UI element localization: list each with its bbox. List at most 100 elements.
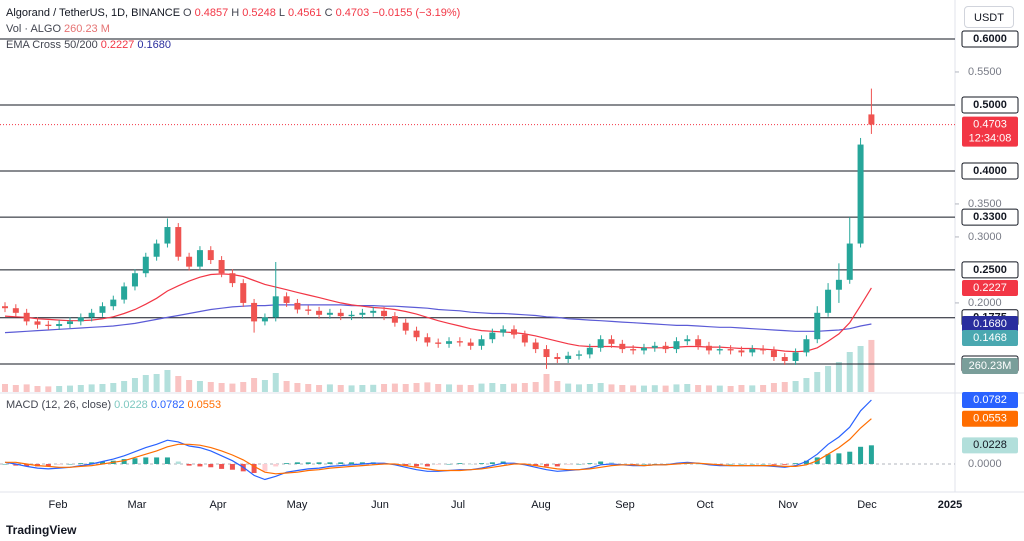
ohlc-value: 0.4857 bbox=[194, 7, 229, 19]
volume-bar bbox=[705, 385, 712, 392]
header-row: Algorand / TetherUS, 1D, BINANCE O 0.4857 H… bbox=[6, 7, 463, 19]
candle-body bbox=[88, 312, 95, 318]
volume-bar bbox=[695, 385, 702, 392]
histogram-bar bbox=[728, 463, 734, 465]
histogram-bar bbox=[359, 462, 365, 464]
candle-body bbox=[532, 342, 539, 350]
candle-body bbox=[240, 283, 247, 303]
histogram-bar bbox=[229, 463, 235, 470]
volume-bar bbox=[186, 380, 193, 392]
volume-bar bbox=[868, 339, 875, 392]
signal-line bbox=[5, 418, 872, 475]
candle-body bbox=[608, 339, 615, 344]
candle-body bbox=[142, 256, 149, 274]
x-tick-label: May bbox=[287, 499, 308, 511]
histogram-bar bbox=[327, 462, 333, 464]
volume-bar bbox=[45, 386, 52, 392]
volume-bar bbox=[337, 385, 344, 392]
volume-badge-label: 260.23M bbox=[969, 360, 1012, 372]
histogram-bar bbox=[403, 463, 409, 466]
histogram-bar bbox=[695, 463, 701, 465]
candle-body bbox=[760, 349, 767, 351]
level-label: 0.4000 bbox=[973, 165, 1007, 177]
candle-body bbox=[521, 334, 528, 343]
volume-bar bbox=[825, 366, 832, 392]
candle-body bbox=[218, 260, 225, 274]
volume-bar bbox=[34, 386, 41, 392]
candle-body bbox=[695, 339, 702, 346]
macd-badge-label: 0.0228 bbox=[973, 439, 1007, 451]
volume-bar bbox=[803, 378, 810, 392]
histogram-bar bbox=[424, 463, 430, 467]
candle-body bbox=[391, 316, 398, 323]
price-badge-label: 0.1468 bbox=[973, 332, 1007, 344]
histogram-bar bbox=[641, 463, 647, 465]
price-badge bbox=[962, 279, 1018, 296]
change: −0.0155 (−3.19%) bbox=[372, 7, 461, 19]
histogram-bar bbox=[533, 463, 539, 466]
ema-value: 0.1680 bbox=[137, 39, 172, 51]
ohlc-value: 0.4703 bbox=[335, 7, 370, 19]
histogram-bar bbox=[858, 446, 864, 464]
histogram-bar bbox=[435, 463, 441, 465]
volume-bar bbox=[478, 383, 485, 392]
volume-bar bbox=[792, 381, 799, 392]
volume-bar bbox=[630, 385, 637, 392]
candle-body bbox=[186, 256, 193, 267]
level-label: 0.5000 bbox=[973, 99, 1007, 111]
volume-bar bbox=[110, 383, 117, 392]
x-tick-label: Nov bbox=[778, 499, 798, 511]
volume-bar bbox=[66, 385, 73, 392]
candle-body bbox=[770, 350, 777, 358]
currency-button[interactable]: USDT bbox=[964, 6, 1014, 28]
candle-body bbox=[575, 354, 582, 356]
volume-bar bbox=[608, 384, 615, 392]
macd-badge-label: 0.0782 bbox=[973, 394, 1007, 406]
candle-body bbox=[640, 347, 647, 351]
histogram-bar bbox=[219, 463, 225, 469]
histogram-bar bbox=[414, 463, 420, 467]
volume-bar bbox=[489, 383, 496, 392]
level-badge bbox=[961, 96, 1019, 114]
volume-bar bbox=[586, 384, 593, 392]
histogram-bar bbox=[164, 457, 170, 464]
level-label: 0.3300 bbox=[973, 211, 1007, 223]
symbol: Algorand / TetherUS, 1D, BINANCE bbox=[6, 7, 181, 19]
volume-bar bbox=[662, 385, 669, 392]
volume-bar bbox=[381, 384, 388, 392]
level-label: 0.6000 bbox=[973, 33, 1007, 45]
candle-body bbox=[164, 227, 171, 244]
histogram-bar bbox=[273, 463, 279, 467]
volume-bar bbox=[543, 374, 550, 392]
macd-line bbox=[4, 399, 872, 481]
volume-bar bbox=[446, 384, 453, 392]
volume-bar bbox=[413, 383, 420, 392]
histogram-bar bbox=[544, 463, 549, 467]
histogram-bar bbox=[316, 462, 322, 464]
candle-body bbox=[12, 308, 19, 313]
candle-body bbox=[662, 345, 669, 350]
volume-bar bbox=[240, 382, 247, 392]
candle-body bbox=[586, 347, 593, 355]
histogram-bar bbox=[598, 461, 604, 464]
histogram-bar bbox=[554, 463, 560, 467]
volume-bar bbox=[597, 383, 604, 392]
histogram-bar bbox=[89, 462, 95, 464]
histogram-bar bbox=[446, 463, 452, 465]
histogram-bar bbox=[197, 463, 203, 467]
histogram-bar bbox=[56, 463, 62, 465]
volume-bar bbox=[435, 384, 442, 392]
histogram-bar bbox=[349, 462, 355, 464]
candle-body bbox=[229, 273, 236, 284]
candle-body bbox=[857, 144, 864, 244]
histogram-bar bbox=[13, 463, 19, 466]
level-badge bbox=[961, 261, 1019, 279]
candle-body bbox=[153, 243, 160, 257]
candle-body bbox=[489, 332, 496, 340]
candle-body bbox=[792, 352, 799, 361]
volume-bar bbox=[814, 372, 821, 392]
volume-bar bbox=[640, 385, 647, 392]
macd-value: 0.0228 bbox=[114, 399, 148, 411]
price-badge bbox=[962, 116, 1018, 147]
